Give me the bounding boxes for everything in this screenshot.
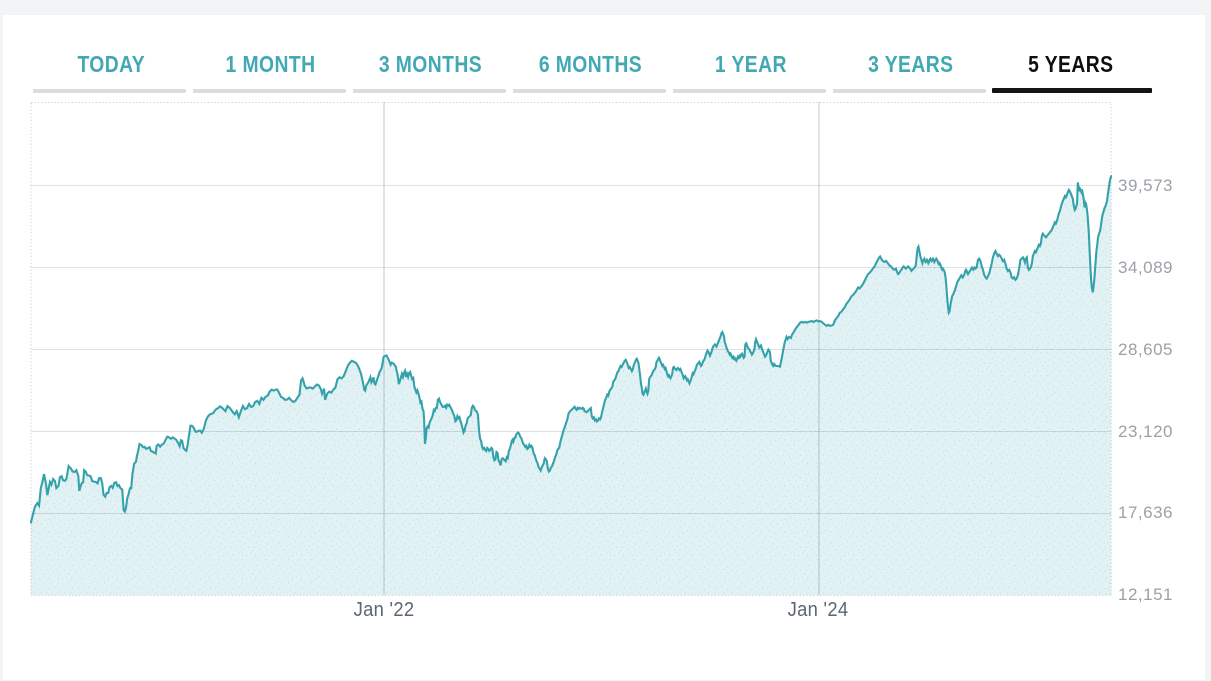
tab-3-months[interactable]: 3 MONTHS [351,44,511,93]
tab-underline [833,88,986,93]
tab-5-years[interactable]: 5 YEARS [991,44,1152,93]
y-axis-label: 23,120 [1118,421,1173,441]
tab-label: TODAY [76,50,145,77]
tab-today[interactable]: TODAY [31,44,191,93]
tab-label: 1 MONTH [225,50,316,77]
y-axis-label: 17,636 [1118,503,1173,523]
range-tabbar: TODAY 1 MONTH 3 MONTHS 6 MONTHS 1 YEAR 3 YEAR… [31,44,1156,94]
tab-underline [513,88,666,93]
tab-underline-active [991,87,1152,93]
tab-1-year[interactable]: 1 YEAR [671,44,831,93]
price-line [29,175,1112,524]
y-axis-label: 12,151 [1118,585,1173,605]
tab-3-years[interactable]: 3 YEARS [831,44,991,93]
y-axis-label: 39,573 [1118,175,1173,195]
plot-border [29,102,1112,597]
tab-label: 3 MONTHS [379,50,483,77]
tab-underline [193,88,346,93]
tab-label: 6 MONTHS [539,50,643,77]
tab-label: 3 YEARS [868,50,954,77]
y-axis-label: 28,605 [1118,339,1173,359]
tab-underline [33,88,186,93]
tab-label: 5 YEARS [1028,50,1114,77]
tab-underline [673,88,826,93]
y-axis-label: 34,089 [1118,257,1173,277]
tab-label: 1 YEAR [714,50,787,77]
x-axis-label: Jan '22 [353,598,415,621]
area-fill [30,176,1111,596]
x-axis-label: Jan '24 [788,598,849,621]
tab-underline [353,88,506,93]
tab-1-month[interactable]: 1 MONTH [191,44,351,93]
price-area-chart [29,102,1112,597]
tab-6-months[interactable]: 6 MONTHS [511,44,671,93]
